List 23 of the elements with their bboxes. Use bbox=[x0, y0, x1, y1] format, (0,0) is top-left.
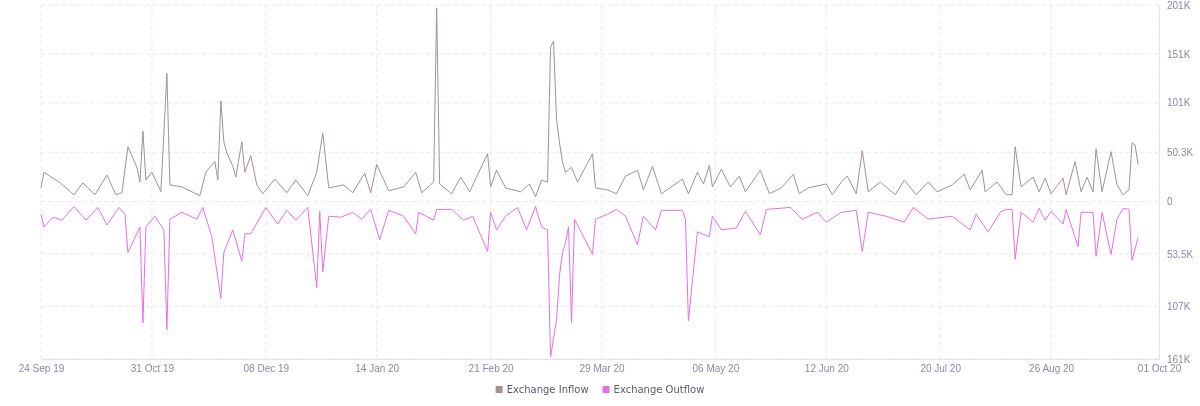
line-series bbox=[40, 7, 1139, 198]
y-tick-label: 101K bbox=[1167, 97, 1191, 109]
x-tick-label: 12 Jun 20 bbox=[804, 363, 850, 375]
legend-label: Exchange Outflow bbox=[613, 384, 705, 395]
x-tick-label: 21 Feb 20 bbox=[468, 363, 515, 375]
x-tick-label: 24 Sep 19 bbox=[18, 363, 65, 375]
x-tick-label: 08 Dec 19 bbox=[243, 363, 290, 375]
y-tick-label: 107K bbox=[1167, 300, 1191, 312]
x-tick-label: 20 Jul 20 bbox=[920, 363, 962, 375]
y-tick-label: 53.5K bbox=[1167, 248, 1194, 260]
x-tick-label: 14 Jan 20 bbox=[355, 363, 400, 375]
x-tick-label: 29 Mar 20 bbox=[579, 363, 625, 375]
x-tick-label: 01 Oct 20 bbox=[1137, 363, 1182, 375]
line-series bbox=[40, 205, 1139, 358]
legend-label: Exchange Inflow bbox=[506, 384, 589, 395]
y-tick-label: 201K bbox=[1167, 0, 1191, 11]
y-tick-label: 151K bbox=[1167, 48, 1191, 60]
y-tick-label: 161K bbox=[1167, 353, 1191, 365]
x-tick-label: 06 May 20 bbox=[692, 363, 740, 375]
y-tick-label: 0 bbox=[1167, 196, 1173, 208]
x-tick-label: 31 Oct 19 bbox=[130, 363, 175, 375]
y-tick-label: 50.3K bbox=[1167, 147, 1194, 159]
x-tick-label: 26 Aug 20 bbox=[1029, 363, 1075, 375]
